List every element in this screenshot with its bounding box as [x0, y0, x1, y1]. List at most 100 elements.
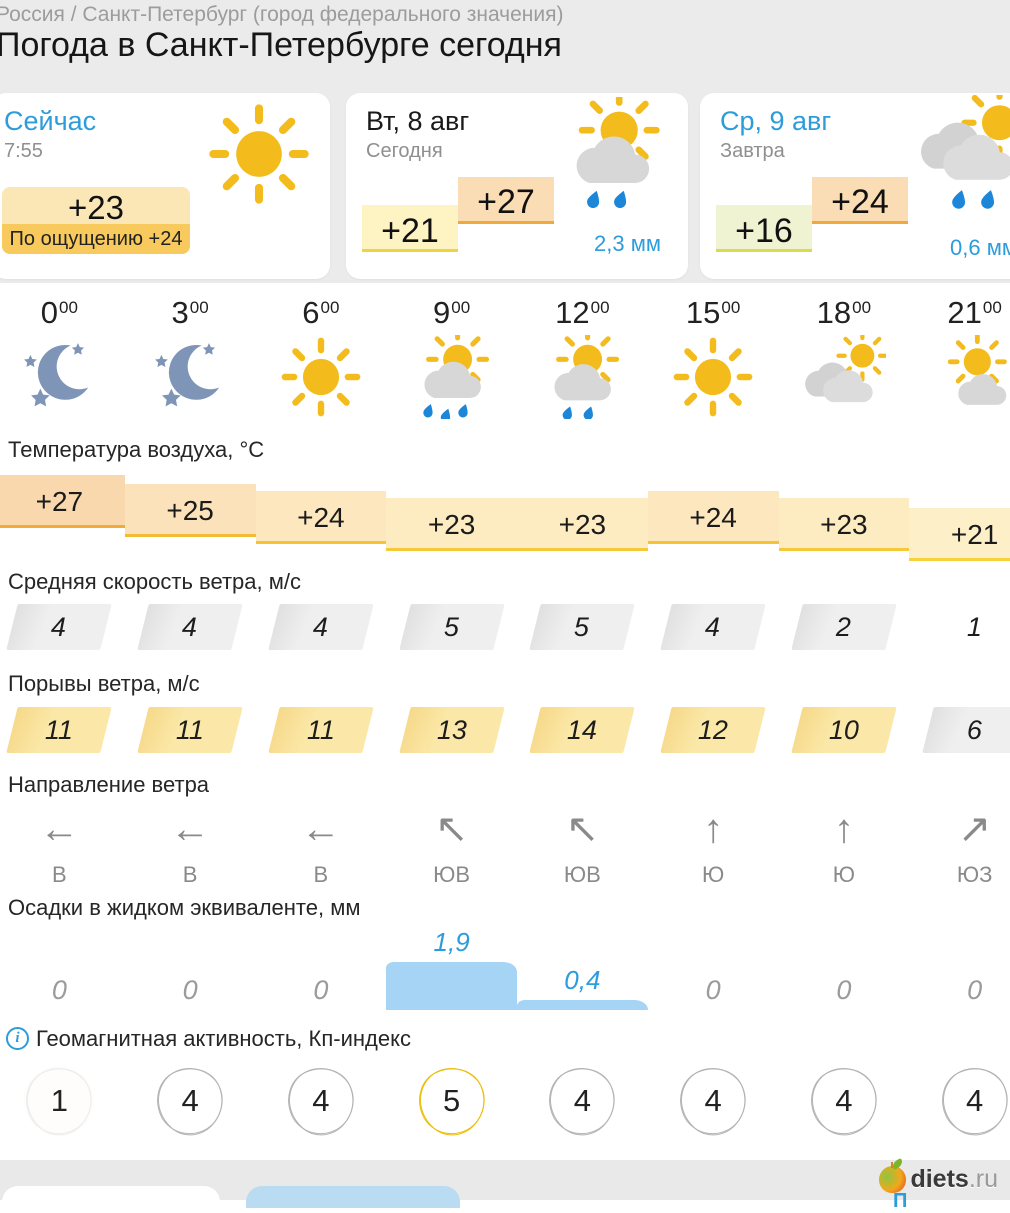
precipitation-column: 0 — [779, 924, 910, 1010]
card-tomorrow-subtitle: Завтра — [720, 140, 785, 162]
wind-direction-arrow-icon: ← — [300, 807, 341, 851]
clouds-sun-icon — [802, 329, 889, 419]
logo-tld: .ru — [968, 1165, 998, 1193]
moon-stars-icon — [17, 335, 101, 419]
wind-speed-column: 4 — [125, 604, 256, 650]
hour-label: 000 — [40, 295, 78, 330]
logo-name: diets — [910, 1165, 969, 1193]
today-high-temperature: +27 — [458, 177, 554, 224]
kp-index-circle: 4 — [940, 1066, 1010, 1136]
wind-speed-tile: 5 — [529, 604, 636, 650]
wind-speed-column: 4 — [648, 604, 779, 650]
hour-label: 900 — [433, 295, 471, 330]
card-now-title: Сейчас — [4, 106, 97, 136]
kp-index-circle: 4 — [678, 1066, 748, 1136]
kp-index-circle: 4 — [809, 1066, 879, 1136]
wind-gust-column: 11 — [0, 707, 125, 753]
hour-column: 600 — [256, 295, 387, 419]
card-today-title: Вт, 8 авг — [366, 106, 470, 136]
wind-gust-tile: 14 — [529, 707, 636, 753]
wind-gust-tile: 6 — [921, 707, 1010, 753]
tomorrow-precipitation: 0,6 мм — [950, 235, 1010, 260]
precipitation-value: 0 — [313, 975, 329, 1005]
temperature-section-label: Температура воздуха, °C — [8, 437, 265, 462]
hour-label: 1200 — [555, 295, 610, 330]
card-today[interactable]: Вт, 8 авг Сегодня +21 +27 2,3 мм — [346, 89, 688, 279]
precipitation-value: 0 — [705, 975, 721, 1005]
wind-direction-column: ↑ Ю — [779, 806, 910, 888]
today-precipitation: 2,3 мм — [594, 231, 661, 256]
wind-speed-tile: 1 — [967, 611, 983, 642]
wind-speed-column: 5 — [386, 604, 517, 650]
wind-direction-label: Ю — [702, 862, 725, 887]
precipitation-row: 0 0 0 1,9 0,4 0 0 0 — [0, 924, 1010, 1010]
info-icon[interactable]: i — [6, 1027, 29, 1050]
wind-gust-tile: 10 — [791, 707, 897, 753]
wind-speed-tile: 4 — [660, 604, 766, 650]
sun-rain-3-icon — [410, 327, 494, 423]
temperature-tile: +24 — [255, 491, 387, 544]
wind-gust-tile: 11 — [137, 707, 243, 753]
wind-direction-label: ЮВ — [433, 862, 471, 887]
precipitation-value: 0 — [836, 975, 852, 1005]
precipitation-value: 0 — [182, 975, 198, 1005]
wind-direction-column: ↖ ЮВ — [386, 806, 517, 888]
wind-direction-arrow-icon: ↑ — [833, 807, 854, 851]
wind-direction-column: ↑ Ю — [648, 806, 779, 888]
wind-speed-tile: 4 — [6, 604, 113, 650]
hour-column: 1800 — [779, 295, 910, 419]
kp-index-circle: 1 — [24, 1066, 95, 1136]
tomorrow-low-temperature: +16 — [716, 205, 812, 252]
wind-speed-tile: 2 — [791, 604, 897, 650]
sun-rain-2-icon — [540, 327, 624, 420]
gusts-section-label: Порывы ветра, м/с — [8, 671, 200, 696]
wind-speed-column: 4 — [0, 604, 125, 650]
bottom-left-button[interactable] — [2, 1186, 220, 1208]
clouds-sun-rain-icon — [915, 84, 1010, 211]
temperature-step-chart: +27 +25 +24 +23 +23 +24 +23 +21 — [0, 475, 1010, 561]
card-now[interactable]: Сейчас 7:55 +23 По ощущению +24 — [0, 93, 330, 279]
wind-direction-label: ЮВ — [563, 862, 601, 887]
card-tomorrow[interactable]: Ср, 9 авг Завтра +16 +24 0,6 мм — [700, 84, 1010, 279]
wind-gust-tile: 12 — [660, 707, 766, 753]
hour-label: 600 — [302, 295, 340, 330]
wind-gust-column: 14 — [517, 707, 648, 753]
hour-label: 1500 — [685, 295, 741, 330]
precipitation-value: 0 — [967, 975, 983, 1005]
kp-index-circle: 4 — [547, 1066, 617, 1136]
wind-speed-column: 4 — [256, 604, 387, 650]
diets-ru-logo[interactable]: diets .ru — [879, 1162, 998, 1194]
precipitation-column: 0 — [256, 924, 387, 1010]
wind-direction-arrow-icon: ↖ — [434, 807, 469, 851]
sun-rain-cloud-icon — [558, 89, 666, 209]
precipitation-value: 0,4 — [564, 965, 601, 995]
kp-index-circle: 4 — [286, 1066, 356, 1136]
kp-index-column: 4 — [517, 1066, 648, 1136]
breadcrumb[interactable]: Россия / Санкт-Петербург (город федераль… — [0, 3, 564, 26]
hour-column: 1200 — [517, 295, 648, 420]
page-header: Россия / Санкт-Петербург (город федераль… — [0, 0, 1010, 283]
hour-label: 1800 — [816, 295, 872, 330]
card-tomorrow-title: Ср, 9 авг — [720, 106, 832, 136]
bottom-center-button[interactable] — [246, 1186, 460, 1208]
precipitation-column: 0 — [0, 924, 125, 1010]
temperature-tile: +24 — [647, 491, 779, 544]
wind-gust-column: 11 — [256, 707, 387, 753]
card-today-subtitle: Сегодня — [366, 140, 443, 162]
wind-direction-column: ← В — [256, 806, 387, 888]
wind-direction-column: ↗ ЮЗ — [909, 806, 1010, 888]
temperature-tile: +27 — [0, 475, 125, 528]
wind-section-label: Средняя скорость ветра, м/с — [8, 569, 301, 594]
temperature-tile: +25 — [124, 484, 256, 537]
bottom-right-link[interactable]: П — [893, 1190, 908, 1212]
wind-gust-column: 13 — [386, 707, 517, 753]
wind-direction-label: В — [52, 862, 67, 887]
wind-direction-column: ← В — [0, 806, 125, 888]
sun-icon — [279, 335, 363, 419]
direction-section-label: Направление ветра — [8, 772, 210, 797]
apple-logo-icon — [879, 1162, 907, 1193]
precipitation-section-label: Осадки в жидком эквиваленте, мм — [8, 895, 361, 920]
wind-speed-column: 5 — [517, 604, 648, 650]
